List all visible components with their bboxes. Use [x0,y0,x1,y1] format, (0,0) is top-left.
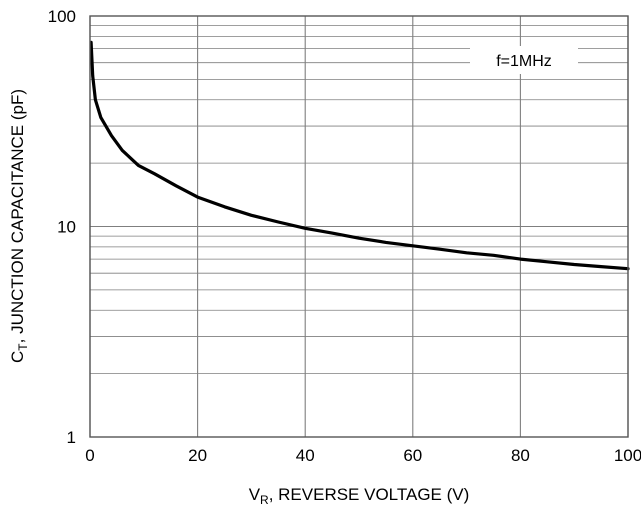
x-tick-label: 80 [511,446,530,465]
y-tick-labels: 1 10 100 [48,7,76,447]
x-axis-title-main: V [249,485,261,504]
y-axis-title-subscript: T [16,343,30,351]
minor-grid [90,25,628,375]
plot-frame [89,15,629,438]
y-tick-label: 100 [48,7,76,26]
capacitance-curve [89,40,630,271]
x-axis-title-rest: , REVERSE VOLTAGE (V) [269,485,470,504]
y-axis-title-rest: , JUNCTION CAPACITANCE (pF) [8,89,27,343]
annotation-frequency: f=1MHz [496,53,552,70]
x-tick-label: 40 [296,446,315,465]
annotation-background [470,46,578,74]
x-axis-title: VR, REVERSE VOLTAGE (V) [249,485,470,507]
x-tick-label: 0 [85,446,94,465]
x-tick-label: 60 [403,446,422,465]
x-tick-labels: 0 20 40 60 80 100 [85,446,641,465]
x-tick-label: 100 [614,446,641,465]
x-tick-label: 20 [188,446,207,465]
y-axis-title-main: C [8,351,27,363]
series-layer [89,40,630,271]
y-tick-label: 1 [67,428,76,447]
x-axis-title-subscript: R [260,493,269,507]
y-tick-label: 10 [57,218,76,237]
y-axis-title: CT, JUNCTION CAPACITANCE (pF) [8,89,30,363]
